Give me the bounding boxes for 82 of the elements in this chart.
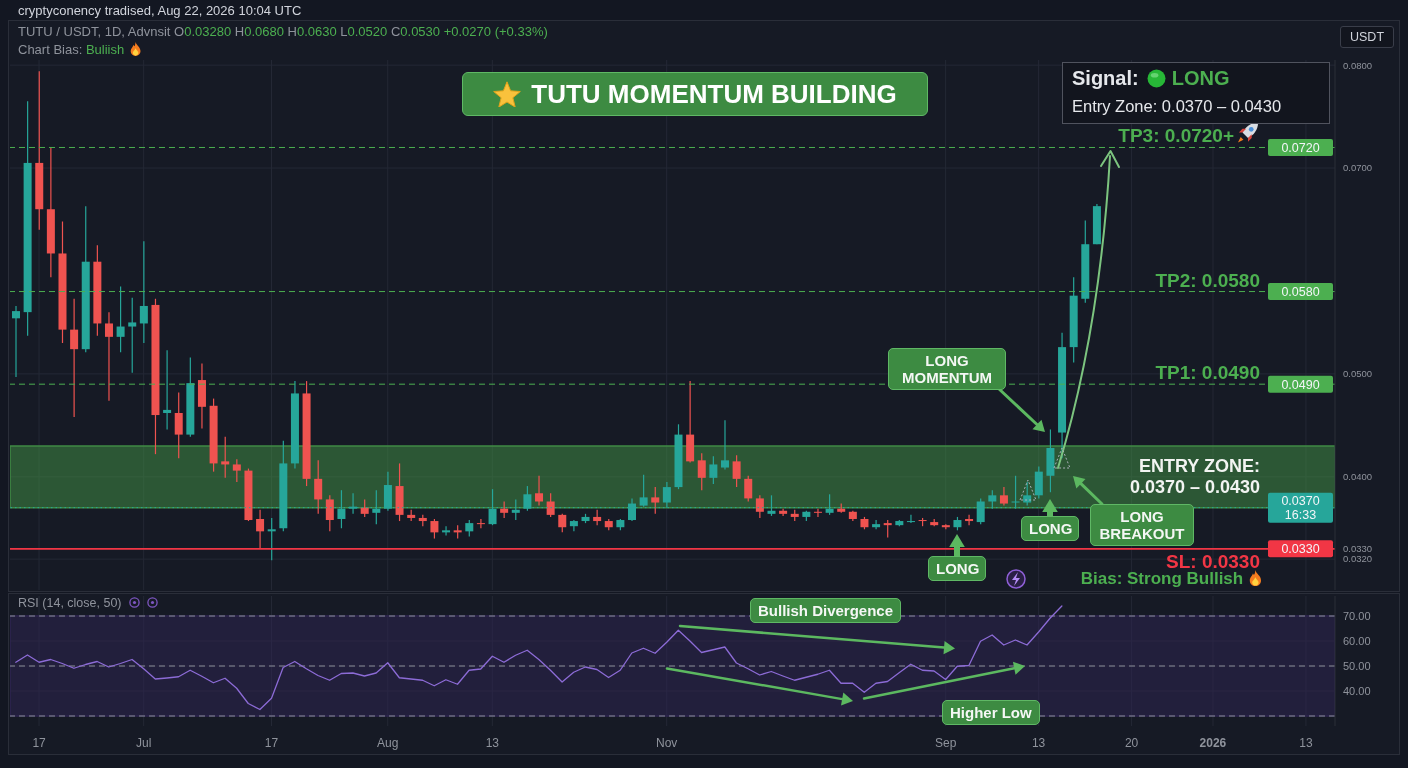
text: Signal: LONG bbox=[1072, 67, 1230, 89]
candlestick bbox=[720, 419, 729, 471]
candlestick bbox=[755, 494, 764, 519]
candlestick bbox=[906, 514, 915, 524]
annotation: 16:33 bbox=[1284, 507, 1317, 522]
annotation: 0.0490 bbox=[1281, 377, 1320, 392]
candlestick bbox=[12, 305, 20, 378]
candlestick bbox=[1034, 465, 1043, 500]
text: cryptyconency tradised, Aug 22, 2026 10:04 UTC bbox=[18, 3, 302, 18]
annotation: 0.0370 bbox=[1281, 493, 1320, 508]
candlestick bbox=[999, 486, 1008, 507]
annotation: LONG BREAKOUT bbox=[1090, 504, 1194, 546]
candlestick bbox=[256, 509, 265, 550]
ref-line-label: TP1: 0.0490 bbox=[1155, 362, 1260, 384]
chart-title: RSI (14, close, 50) bbox=[18, 596, 122, 610]
text: TUTU / USDT, 1D, Advnsit O0.03280 H0.0680 H0.0630 L0.0520 C0.0530 +0.0270 (+0.33%) bbox=[18, 24, 548, 39]
text: TUTU MOMENTUM BUILDING bbox=[531, 78, 897, 110]
candlestick bbox=[732, 454, 741, 488]
x-tick-label: 13 bbox=[485, 736, 500, 750]
x-tick-label: 13 bbox=[1299, 736, 1313, 750]
candlestick bbox=[697, 452, 706, 491]
y-axis-title: USDT bbox=[1340, 26, 1394, 48]
candlestick bbox=[128, 297, 137, 374]
annotation: LONG bbox=[1021, 516, 1079, 541]
band-label: ENTRY ZONE: 0.0370 – 0.0430 bbox=[1129, 456, 1260, 498]
x-tick-label: 2026 bbox=[1199, 736, 1227, 750]
candlestick bbox=[965, 514, 974, 526]
candlestick bbox=[430, 518, 439, 540]
candlestick bbox=[535, 475, 544, 507]
candlestick bbox=[139, 240, 148, 344]
annotation: 0.0330 bbox=[1281, 542, 1320, 557]
annotation: LONG MOMENTUM bbox=[888, 348, 1006, 390]
x-tick-label: Sep bbox=[934, 736, 957, 750]
candlestick bbox=[872, 519, 881, 530]
y-tick-label: 0.0800 bbox=[1343, 59, 1373, 71]
x-tick-label: Nov bbox=[656, 736, 678, 750]
candlestick bbox=[232, 458, 241, 483]
ref-line-label: TP2: 0.0580 bbox=[1155, 269, 1260, 291]
candlestick bbox=[813, 508, 822, 518]
y-tick-label: 50.00 bbox=[1343, 659, 1371, 672]
candlestick bbox=[163, 349, 172, 431]
candlestick bbox=[221, 436, 230, 479]
y-tick-label: 0.0700 bbox=[1343, 162, 1373, 174]
x-tick-label: 20 bbox=[1124, 736, 1139, 750]
candlestick bbox=[744, 475, 753, 503]
y-tick-label: 0.0400 bbox=[1343, 471, 1373, 483]
candlestick bbox=[314, 459, 323, 515]
candlestick bbox=[325, 494, 334, 532]
x-tick-label: Jul bbox=[135, 736, 152, 750]
candlestick bbox=[70, 298, 79, 418]
candlestick bbox=[558, 513, 567, 533]
annotation: Higher Low bbox=[942, 700, 1040, 725]
candlestick bbox=[267, 517, 276, 561]
candlestick bbox=[1023, 481, 1032, 507]
x-tick-label: 17 bbox=[32, 736, 47, 750]
ref-line-label: TP3: 0.0720+ bbox=[1118, 125, 1234, 147]
y-tick-label: 0.0500 bbox=[1343, 368, 1373, 380]
candlestick bbox=[476, 518, 485, 529]
candlestick bbox=[651, 486, 660, 515]
candlestick bbox=[593, 509, 602, 526]
annotation: Bullish Divergence bbox=[750, 598, 902, 623]
x-tick-label: Aug bbox=[377, 736, 399, 750]
annotation: 0.0580 bbox=[1281, 285, 1320, 300]
x-tick-label: 13 bbox=[1031, 736, 1046, 750]
candlestick bbox=[442, 525, 451, 537]
annotation: LONG bbox=[928, 556, 986, 581]
y-tick-label: 0.0330 bbox=[1343, 543, 1373, 555]
x-tick-label: 17 bbox=[264, 736, 279, 750]
y-tick-label: 60.00 bbox=[1343, 634, 1371, 647]
y-tick-label: 0.0320 bbox=[1343, 553, 1373, 565]
candlestick bbox=[546, 492, 555, 518]
annotation: Entry Zone: 0.0370 – 0.0430 bbox=[1072, 97, 1282, 116]
candlestick bbox=[116, 285, 125, 353]
candlestick bbox=[104, 311, 113, 402]
annotation: Bias: Strong Bullish bbox=[1080, 569, 1244, 588]
y-tick-label: 40.00 bbox=[1343, 684, 1371, 697]
ref-line-label: SL: 0.0330 bbox=[1166, 550, 1260, 572]
candlestick bbox=[709, 455, 718, 485]
text: Chart Bias: Buliish bbox=[18, 42, 125, 57]
y-tick-label: 70.00 bbox=[1343, 609, 1371, 622]
annotation: 0.0720 bbox=[1281, 140, 1320, 155]
candlestick bbox=[174, 391, 183, 459]
